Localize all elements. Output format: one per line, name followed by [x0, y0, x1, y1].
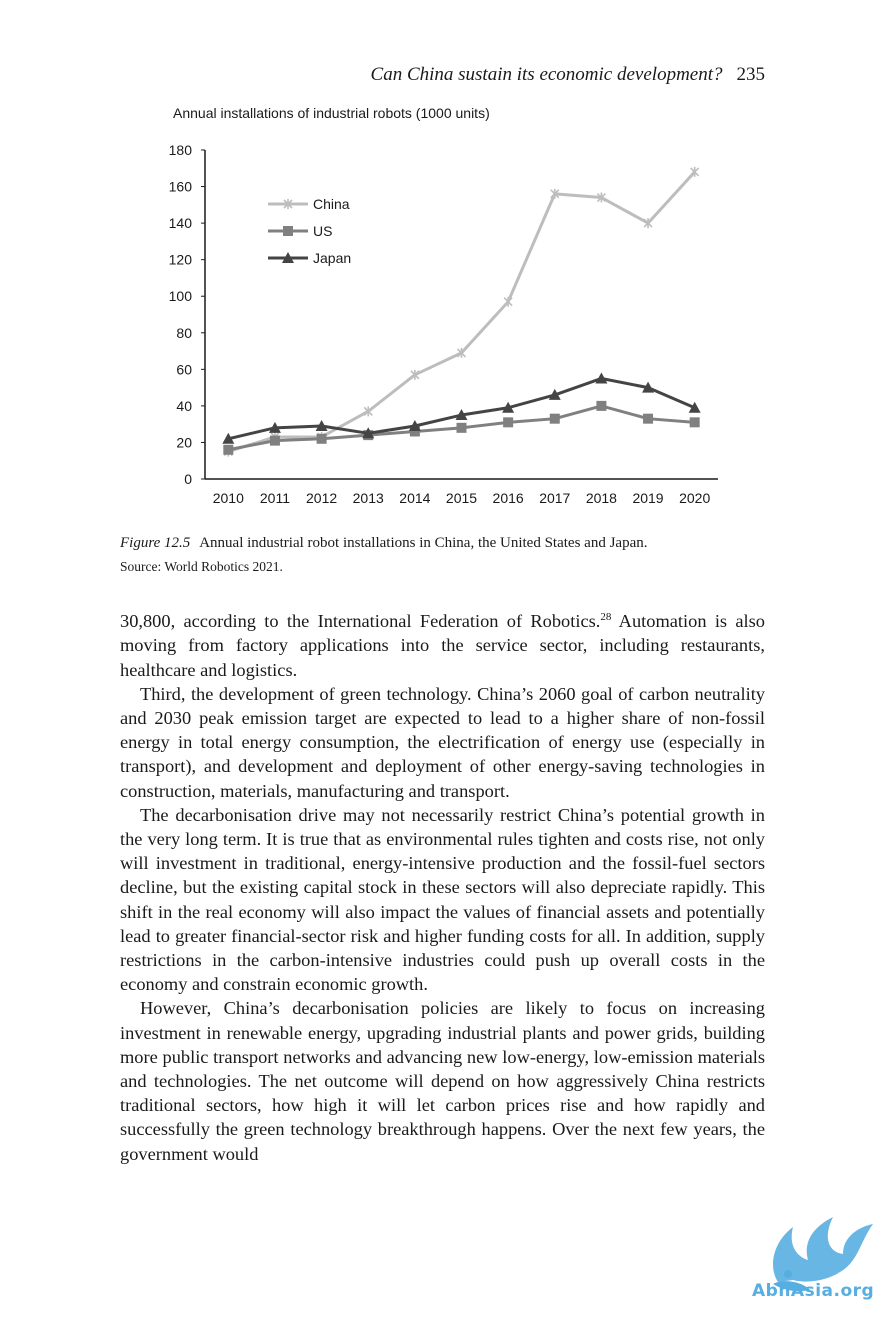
- data-point-us: [689, 417, 700, 428]
- chart-title: Annual installations of industrial robot…: [173, 105, 490, 121]
- y-tick-label: 80: [176, 325, 192, 341]
- x-tick-label: 2020: [679, 490, 710, 506]
- data-point-us: [456, 422, 467, 433]
- data-point-us: [643, 413, 654, 424]
- y-tick-label: 120: [169, 252, 193, 268]
- data-point-china: [690, 166, 700, 177]
- data-point-china: [550, 188, 560, 199]
- data-point-japan: [408, 419, 421, 431]
- data-point-china: [643, 218, 653, 229]
- data-point-us: [269, 435, 280, 446]
- data-point-japan: [688, 401, 701, 413]
- body-text: 30,800, according to the International F…: [120, 605, 765, 1166]
- data-point-us: [409, 426, 420, 437]
- x-tick-label: 2015: [446, 490, 477, 506]
- x-tick-label: 2019: [632, 490, 663, 506]
- x-tick-label: 2018: [586, 490, 617, 506]
- data-point-japan: [362, 427, 375, 439]
- data-point-china: [596, 192, 606, 203]
- data-point-japan: [222, 432, 235, 444]
- x-tick-label: 2011: [260, 490, 290, 506]
- data-point-japan: [455, 409, 468, 421]
- paragraph: The decarbonisation drive may not necess…: [120, 804, 765, 995]
- figure-caption-text: Annual industrial robot installations in…: [199, 535, 648, 551]
- data-point-us: [596, 400, 607, 411]
- data-point-japan: [502, 401, 515, 413]
- figure-source: Source: World Robotics 2021.: [120, 559, 283, 574]
- x-tick-label: 2014: [399, 490, 430, 506]
- data-point-japan: [595, 372, 608, 384]
- y-tick-label: 180: [169, 142, 193, 158]
- figure-label: Figure 12.5: [120, 535, 191, 551]
- watermark-text: AbnAsia.org: [752, 1281, 875, 1301]
- legend-marker-china: [283, 199, 293, 209]
- robot-installations-chart: 0 20 40 60 80 100 120 140 160 180 2010 2011 2012 2013…: [169, 142, 718, 506]
- legend-marker-us: [283, 226, 293, 236]
- abnasia-logo-icon: [773, 1217, 873, 1292]
- data-point-china: [456, 347, 467, 358]
- page-number: 235: [736, 64, 766, 85]
- y-tick-label: 40: [176, 398, 192, 414]
- y-tick-label: 0: [184, 471, 192, 487]
- paragraph-text: Automation is also moving from factory a…: [120, 611, 765, 680]
- running-head-title: Can China sustain its economic developme…: [370, 64, 723, 85]
- y-tick-label: 20: [176, 434, 192, 450]
- paragraph: Third, the development of green technolo…: [120, 683, 765, 801]
- figure-caption: Figure 12.5 Annual industrial robot inst…: [120, 531, 765, 579]
- y-tick-label: 60: [176, 361, 192, 377]
- paragraph-text: 30,800, according to the International F…: [120, 611, 601, 632]
- data-point-us: [223, 444, 234, 455]
- data-point-us: [316, 433, 327, 444]
- data-point-japan: [268, 421, 281, 433]
- data-point-china: [503, 296, 513, 307]
- x-tick-label: 2010: [213, 490, 244, 506]
- running-head: Can China sustain its economic developme…: [120, 64, 765, 86]
- data-point-japan: [642, 381, 655, 393]
- y-tick-label: 160: [169, 179, 193, 195]
- x-tick-label: 2016: [493, 490, 524, 506]
- y-tick-label: 140: [169, 215, 193, 231]
- legend-label-us: US: [313, 223, 332, 239]
- data-point-us: [549, 413, 560, 424]
- data-point-china: [410, 369, 420, 380]
- data-point-china: [363, 406, 373, 417]
- legend-label-japan: Japan: [313, 250, 351, 266]
- y-tick-label: 100: [169, 288, 193, 304]
- paragraph: However, China’s decarbonisation policie…: [120, 998, 765, 1164]
- data-point-japan: [315, 419, 328, 431]
- data-point-japan: [548, 388, 561, 400]
- x-tick-label: 2013: [353, 490, 384, 506]
- footnote-ref: 28: [600, 611, 612, 623]
- paragraph: 30,800, according to the International F…: [120, 605, 765, 682]
- x-tick-label: 2017: [539, 490, 570, 506]
- legend-label-china: China: [313, 196, 350, 212]
- legend-marker-japan: [282, 252, 294, 263]
- data-point-us: [503, 417, 514, 428]
- x-tick-label: 2012: [306, 490, 337, 506]
